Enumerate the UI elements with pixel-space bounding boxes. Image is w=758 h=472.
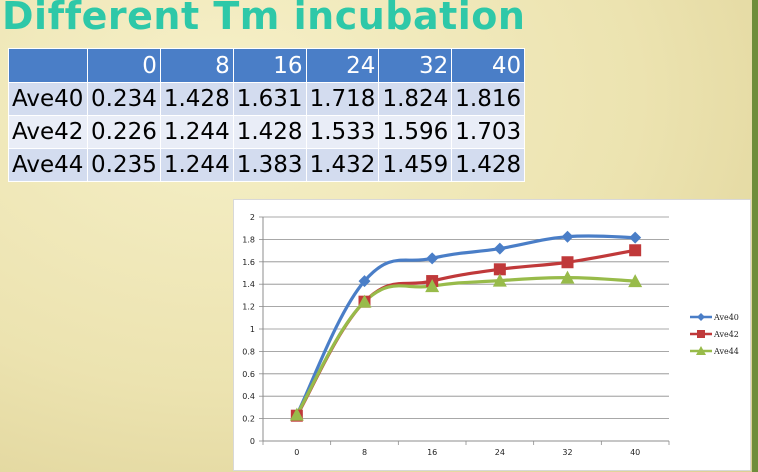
data-point-ave44	[289, 407, 304, 421]
series-line-ave42	[295, 248, 636, 417]
row-label: Ave42	[8, 115, 88, 149]
x-tick-label: 16	[427, 448, 437, 457]
table-cell: 0.235	[87, 148, 161, 182]
x-tick-label: 8	[362, 448, 367, 457]
table-header-cell: 40	[451, 48, 526, 83]
series-line-ave44	[295, 275, 636, 416]
data-point-ave40	[493, 242, 506, 255]
table-cell: 1.718	[305, 82, 380, 116]
table-cell: 1.533	[305, 115, 380, 149]
y-tick-label: 1.6	[242, 258, 255, 267]
legend-label-ave44: Ave44	[713, 347, 739, 356]
data-point-ave42	[561, 256, 574, 269]
legend-marker-ave40	[697, 313, 705, 321]
y-tick-label: 0	[250, 437, 255, 446]
y-tick-label: 1.2	[242, 303, 255, 312]
data-point-ave40	[629, 231, 642, 244]
row-label: Ave44	[8, 148, 88, 182]
y-tick-label: 0.8	[242, 347, 255, 356]
x-tick-label: 24	[495, 448, 505, 457]
table-cell: 1.428	[232, 115, 307, 149]
data-point-ave40	[358, 275, 371, 288]
y-tick-label: 0.2	[242, 415, 255, 424]
data-point-ave40	[561, 230, 574, 243]
table-cell: 1.428	[451, 148, 526, 182]
table-header-cell: 32	[378, 48, 453, 83]
data-point-ave44	[628, 274, 643, 288]
table-header-cell	[8, 48, 88, 83]
table-row: Ave42 0.226 1.244 1.428 1.533 1.596 1.70…	[8, 115, 526, 149]
slide-title: Different Tm incubation	[2, 0, 526, 38]
table-cell: 1.596	[378, 115, 453, 149]
table-header-row: 0 8 16 24 32 40	[8, 48, 526, 83]
table-header-cell: 0	[87, 48, 161, 83]
data-table: 0 8 16 24 32 40 Ave40 0.234 1.428 1.631 …	[8, 48, 526, 182]
data-point-ave44	[357, 294, 372, 308]
table-cell: 1.432	[305, 148, 380, 182]
slide-edge-strip	[752, 0, 758, 472]
table-header-cell: 8	[159, 48, 234, 83]
data-point-ave44	[560, 270, 575, 284]
legend-label-ave40: Ave40	[713, 313, 739, 322]
y-tick-label: 1.4	[242, 280, 255, 289]
legend-marker-ave44	[696, 346, 706, 355]
table-row: Ave40 0.234 1.428 1.631 1.718 1.824 1.81…	[8, 82, 526, 116]
data-point-ave40	[426, 252, 439, 265]
table-cell: 0.234	[87, 82, 161, 116]
y-tick-label: 0.4	[242, 392, 255, 401]
table-header-cell: 16	[232, 48, 307, 83]
table-header-cell: 24	[305, 48, 380, 83]
table-cell: 1.703	[451, 115, 526, 149]
y-tick-label: 1	[250, 325, 255, 334]
table-row: Ave44 0.235 1.244 1.383 1.432 1.459 1.42…	[8, 148, 526, 182]
y-tick-label: 1.8	[242, 235, 255, 244]
table-cell: 1.631	[232, 82, 307, 116]
chart-canvas: 0 0.2 0.4 0.6 0.8 1 1.2 1.4 1.6 1.8 2 0 8 16 24 32 40 Ave…	[242, 213, 739, 457]
row-label: Ave40	[8, 82, 88, 116]
table-cell: 1.459	[378, 148, 453, 182]
x-tick-label: 32	[562, 448, 572, 457]
data-point-ave44	[492, 273, 507, 287]
data-point-ave44	[425, 279, 440, 293]
data-point-ave42	[629, 244, 642, 257]
table-cell: 1.244	[159, 115, 234, 149]
line-chart: 0 0.2 0.4 0.6 0.8 1 1.2 1.4 1.6 1.8 2 0 8 16 24 32 40 Ave…	[233, 199, 751, 471]
table-cell: 1.824	[378, 82, 453, 116]
table-cell: 1.244	[159, 148, 234, 182]
legend-label-ave42: Ave42	[713, 330, 739, 339]
data-point-ave42	[493, 263, 506, 276]
table-cell: 1.383	[232, 148, 307, 182]
y-tick-label: 2	[250, 213, 255, 222]
x-tick-label: 0	[294, 448, 299, 457]
x-tick-label: 40	[630, 448, 640, 457]
table-cell: 1.428	[159, 82, 234, 116]
y-tick-label: 0.6	[242, 370, 255, 379]
table-cell: 0.226	[87, 115, 161, 149]
table-cell: 1.816	[451, 82, 526, 116]
legend-marker-ave42	[697, 330, 705, 338]
